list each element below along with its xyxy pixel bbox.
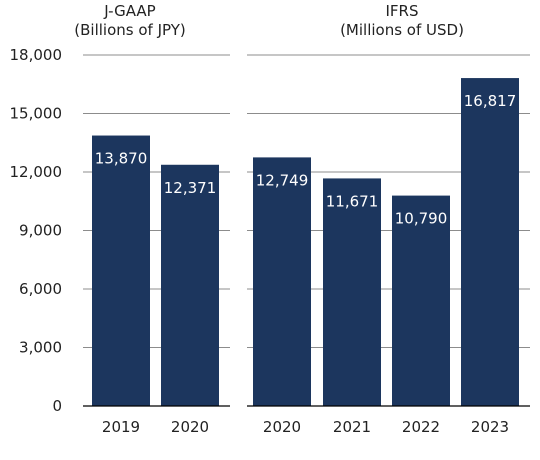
bars: 13,870 12,371 12,749 11,671 10,790 16,817 <box>92 78 519 407</box>
y-tick-label: 12,000 <box>10 163 63 181</box>
bar <box>392 195 450 406</box>
x-tick-label: 2021 <box>333 418 371 436</box>
y-tick-label: 0 <box>52 397 62 415</box>
bar-value-label: 13,870 <box>95 150 148 168</box>
bar <box>323 178 381 406</box>
x-axis: 2019 2020 2020 2021 2022 2023 <box>83 405 530 436</box>
bar-value-label: 12,371 <box>164 179 217 197</box>
y-tick-label: 9,000 <box>19 222 62 240</box>
bar <box>161 164 219 406</box>
bar-value-label: 11,671 <box>326 192 379 210</box>
panel-headers: J-GAAP(Billions of JPY) IFRS(Millions of … <box>74 2 464 39</box>
bar-value-label: 10,790 <box>395 210 448 228</box>
panel-title: IFRS <box>386 2 419 20</box>
bar-value-label: 12,749 <box>256 171 309 189</box>
x-tick-label: 2020 <box>171 418 209 436</box>
bar <box>92 135 150 406</box>
y-tick-label: 3,000 <box>19 339 62 357</box>
bar <box>253 157 311 406</box>
panel-subtitle: (Millions of USD) <box>340 21 464 39</box>
x-tick-label: 2020 <box>263 418 301 436</box>
x-tick-label: 2019 <box>102 418 140 436</box>
y-tick-label: 6,000 <box>19 280 62 298</box>
y-axis: 0 3,000 6,000 9,000 12,000 15,000 18,000 <box>10 46 63 415</box>
x-tick-label: 2022 <box>402 418 440 436</box>
y-tick-label: 15,000 <box>10 105 63 123</box>
panel-subtitle: (Billions of JPY) <box>74 21 185 39</box>
bar-value-label: 16,817 <box>464 92 517 110</box>
y-tick-label: 18,000 <box>10 46 63 64</box>
x-tick-label: 2023 <box>471 418 509 436</box>
panel-title: J-GAAP <box>103 2 155 20</box>
bar <box>461 78 519 407</box>
